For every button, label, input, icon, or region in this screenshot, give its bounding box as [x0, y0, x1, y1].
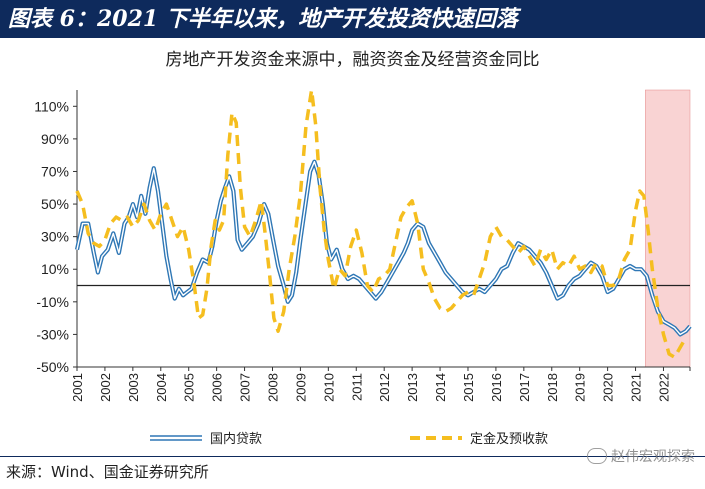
series-line-loans	[74, 159, 692, 337]
y-tick-label: 90%	[41, 131, 69, 147]
y-tick-label: 70%	[41, 163, 69, 179]
source-divider	[0, 456, 705, 457]
title-bar: 图表 6：2021 下半年以来，地产开发投资快速回落	[0, 0, 705, 38]
x-tick-label: 2018	[545, 373, 560, 402]
legend-label-loans: 国内贷款	[210, 432, 263, 447]
x-tick-label: 2020	[601, 373, 616, 402]
legend-label-deposits: 定金及预收款	[470, 432, 549, 447]
legend-item-deposits: 定金及预收款	[410, 428, 548, 447]
x-tick-label: 2007	[238, 373, 253, 402]
y-tick-label: -30%	[36, 326, 69, 342]
watermark-text: 赵伟宏观探索	[611, 449, 695, 465]
x-tick-label: 2019	[573, 373, 588, 402]
x-tick-label: 2014	[433, 373, 448, 402]
y-tick-label: -50%	[36, 359, 69, 375]
x-tick-label: 2022	[656, 373, 671, 402]
x-tick-label: 2021	[629, 373, 644, 402]
legend-item-loans: 国内贷款	[150, 428, 262, 447]
x-tick-label: 2013	[405, 373, 420, 402]
chart-title: 房地产开发资金来源中，融资资金及经营资金同比	[165, 50, 540, 70]
y-tick-label: 50%	[41, 196, 69, 212]
figure-title: 图表 6：2021 下半年以来，地产开发投资快速回落	[8, 6, 518, 32]
x-tick-label: 2012	[377, 373, 392, 402]
y-tick-label: 110%	[34, 98, 69, 114]
x-tick-label: 2005	[182, 373, 197, 402]
x-tick-label: 2016	[489, 373, 504, 402]
x-tick-label: 2015	[461, 373, 476, 402]
legend-swatch-loans	[150, 434, 202, 441]
x-tick-label: 2010	[321, 373, 336, 402]
x-tick-label: 2011	[349, 373, 364, 401]
x-tick-label: 2006	[210, 373, 225, 402]
y-tick-label: 30%	[41, 229, 69, 245]
x-tick-label: 2003	[126, 373, 141, 402]
y-tick-label: -10%	[36, 294, 69, 310]
x-tick-label: 2004	[154, 373, 169, 402]
x-tick-label: 2009	[293, 373, 308, 402]
legend-swatch-deposits	[410, 435, 462, 440]
series-line-loans-inner	[76, 161, 691, 336]
wechat-icon	[587, 448, 607, 464]
series-line-deposits	[75, 88, 688, 359]
watermark: 赵伟宏观探索	[587, 446, 695, 466]
x-tick-label: 2001	[70, 373, 85, 402]
x-tick-label: 2008	[265, 373, 280, 402]
line-chart: 110% 90% 70% 50% 30% 10% -10% -30% -50%2001 2002 2…	[34, 88, 692, 402]
x-tick-label: 2017	[517, 373, 532, 402]
x-tick-label: 2002	[98, 373, 113, 402]
source-note: 来源：Wind、国金证券研究所	[6, 463, 209, 481]
shaded-region	[645, 89, 691, 368]
y-tick-label: 10%	[41, 261, 69, 277]
